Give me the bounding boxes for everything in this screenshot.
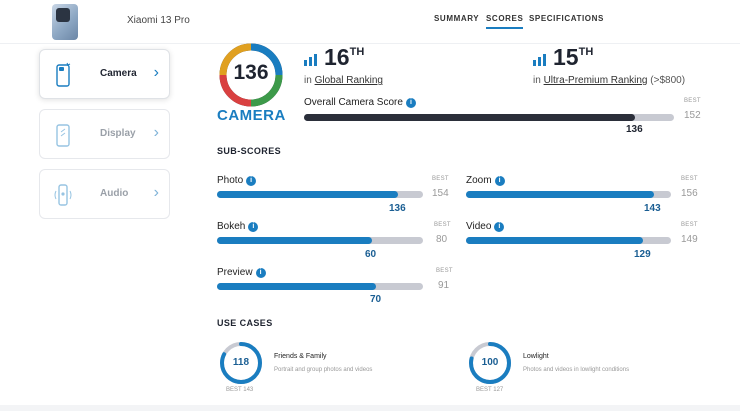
overall-score-value: 136 (626, 124, 643, 135)
lowlight-title: Lowlight (523, 353, 549, 360)
lowlight-best: BEST 127 (476, 387, 504, 393)
overall-score-label: Overall Camera Score i (304, 97, 416, 108)
camera-score-badge: 136 (218, 42, 284, 108)
video-score-value: 129 (634, 249, 651, 260)
sidebar-item-audio[interactable]: Audio › (39, 169, 170, 219)
ranking-bars-icon (533, 54, 546, 66)
bokeh-best-value: 80 (436, 234, 448, 245)
display-phone-icon (56, 124, 70, 147)
best-label: BEST (432, 176, 449, 182)
lowlight-desc: Photos and videos in lowlight conditions (523, 367, 630, 373)
preview-best-value: 91 (438, 280, 450, 291)
tab-summary[interactable]: SUMMARY (434, 14, 480, 23)
phone-thumbnail[interactable] (52, 4, 78, 40)
friends-family-ring (220, 342, 262, 384)
global-rank: 16TH (324, 44, 365, 70)
best-label: BEST (434, 222, 451, 228)
camera-phone-icon (56, 62, 71, 87)
global-ranking-link[interactable]: Global Ranking (314, 75, 383, 86)
subscores-heading: SUB-SCORES (217, 146, 282, 156)
video-score-bar (466, 237, 671, 244)
ranking-bars-icon (304, 54, 317, 66)
photo-label: Photo i (217, 175, 257, 186)
segment-rank-caption: in Ultra-Premium Ranking (>$800) (533, 75, 686, 86)
best-label: BEST (681, 222, 698, 228)
segment-rank: 15TH (553, 44, 594, 70)
score-ring (219, 43, 283, 107)
page-footer-edge (0, 405, 740, 411)
video-best-value: 149 (681, 234, 698, 245)
sidebar-item-label: Display (100, 128, 136, 139)
best-label: BEST (684, 98, 701, 104)
bokeh-score-fill (217, 237, 372, 244)
bokeh-label: Bokeh i (217, 221, 259, 232)
info-icon[interactable]: i (494, 222, 505, 232)
preview-score-bar (217, 283, 423, 290)
zoom-score-fill (466, 191, 654, 198)
tab-scores[interactable]: SCORES (486, 14, 524, 29)
overall-best-value: 152 (684, 110, 701, 121)
tab-specifications[interactable]: SPECIFICATIONS (529, 14, 604, 23)
friends-family-score: 118 (232, 357, 250, 368)
camera-module-icon (56, 8, 70, 22)
top-header: Xiaomi 13 Pro SUMMARY SCORES SPECIFICATI… (0, 0, 740, 44)
overall-score-fill (304, 114, 636, 121)
bokeh-score-value: 60 (365, 249, 377, 260)
friends-family-desc: Portrait and group photos and videos (274, 367, 373, 373)
video-label: Video i (466, 221, 505, 232)
phone-name: Xiaomi 13 Pro (127, 15, 190, 26)
category-title: CAMERA (217, 107, 286, 124)
chevron-right-icon: › (153, 124, 159, 141)
info-icon[interactable]: i (494, 176, 505, 186)
photo-score-value: 136 (389, 203, 406, 214)
photo-best-value: 154 (432, 188, 449, 199)
zoom-label: Zoom i (466, 175, 505, 186)
preview-label: Preview i (217, 267, 266, 278)
video-score-fill (466, 237, 644, 244)
bokeh-score-bar (217, 237, 423, 244)
best-label: BEST (681, 176, 698, 182)
zoom-best-value: 156 (681, 188, 698, 199)
friends-family-title: Friends & Family (274, 353, 327, 360)
lowlight-score: 100 (481, 357, 499, 368)
camera-score-value: 136 (233, 61, 269, 84)
info-icon[interactable]: i (248, 222, 259, 232)
sidebar-item-display[interactable]: Display › (39, 109, 170, 159)
best-label: BEST (436, 268, 453, 274)
photo-score-fill (217, 191, 399, 198)
overall-score-bar (304, 114, 674, 121)
photo-score-bar (217, 191, 423, 198)
zoom-score-value: 143 (644, 203, 661, 214)
chevron-right-icon: › (153, 64, 159, 81)
sidebar-item-label: Audio (100, 188, 129, 199)
audio-phone-icon (54, 184, 72, 206)
chevron-right-icon: › (153, 184, 159, 201)
use-cases-heading: USE CASES (217, 318, 273, 328)
info-icon[interactable]: i (255, 268, 266, 278)
friends-family-best: BEST 143 (226, 387, 254, 393)
info-icon[interactable]: i (246, 176, 257, 186)
preview-score-value: 70 (370, 294, 382, 305)
info-icon[interactable]: i (405, 98, 416, 108)
zoom-score-bar (466, 191, 671, 198)
preview-score-fill (217, 283, 376, 290)
sidebar-item-camera[interactable]: Camera › (39, 49, 170, 99)
sidebar-item-label: Camera (100, 68, 137, 79)
global-rank-caption: in Global Ranking (304, 75, 383, 86)
ultra-premium-ranking-link[interactable]: Ultra-Premium Ranking (543, 75, 648, 86)
lowlight-ring (469, 342, 511, 384)
